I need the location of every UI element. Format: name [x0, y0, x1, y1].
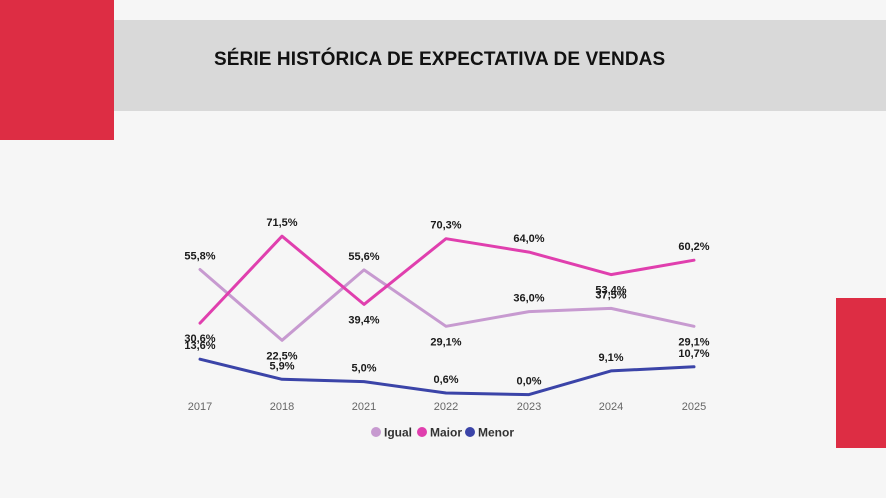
data-label-maior-2024: 53,4%: [595, 285, 626, 297]
data-label-menor-2018: 5,9%: [269, 360, 294, 372]
x-tick-2021: 2021: [352, 401, 376, 413]
data-label-maior-2022: 70,3%: [430, 220, 461, 232]
data-label-menor-2022: 0,6%: [433, 374, 458, 386]
x-tick-2017: 2017: [188, 401, 212, 413]
accent-block-bottom-right: [836, 298, 886, 448]
data-label-igual-2025: 29,1%: [678, 336, 709, 348]
data-label-igual-2018: 22,5%: [266, 350, 297, 362]
data-label-igual-2021: 55,6%: [348, 251, 379, 263]
series-lines: [198, 234, 696, 397]
series-line-maior: [198, 234, 696, 325]
data-label-menor-2025: 10,7%: [678, 348, 709, 360]
accent-block-top-left: [0, 0, 114, 140]
data-label-igual-2022: 29,1%: [430, 336, 461, 348]
data-label-maior-2023: 64,0%: [513, 233, 544, 245]
legend-label-menor: Menor: [478, 426, 514, 440]
chart-title: SÉRIE HISTÓRICA DE EXPECTATIVA DE VENDAS: [214, 49, 666, 70]
data-label-igual-2024: 37,5%: [595, 289, 626, 301]
data-label-igual-2023: 36,0%: [513, 293, 544, 305]
data-labels: 55,8% 22,5% 55,6% 29,1% 36,0% 37,5% 29,1% 30,6%…: [184, 217, 709, 387]
x-tick-2025: 2025: [682, 401, 706, 413]
x-tick-2024: 2024: [599, 401, 623, 413]
data-label-maior-2025: 60,2%: [678, 241, 709, 253]
x-tick-2022: 2022: [434, 401, 458, 413]
legend-label-igual: Igual: [384, 426, 412, 440]
data-label-menor-2024: 9,1%: [598, 352, 623, 364]
data-label-maior-2018: 71,5%: [266, 217, 297, 229]
data-label-menor-2021: 5,0%: [351, 363, 376, 375]
legend-label-maior: Maior: [430, 426, 462, 440]
data-label-maior-2017: 30,6%: [184, 333, 215, 345]
x-axis-ticks: 2017 2018 2021 2022 2023 2024 2025: [188, 401, 706, 413]
legend: Igual Maior Menor: [371, 426, 514, 440]
data-label-menor-2017: 13,6%: [184, 340, 215, 352]
legend-marker-maior: [417, 427, 427, 437]
title-band: [114, 20, 886, 111]
series-line-menor: [198, 357, 696, 397]
series-line-igual: [198, 268, 696, 342]
legend-marker-igual: [371, 427, 381, 437]
data-label-igual-2017: 55,8%: [184, 251, 215, 263]
x-tick-2023: 2023: [517, 401, 541, 413]
legend-marker-menor: [465, 427, 475, 437]
data-label-maior-2021: 39,4%: [348, 314, 379, 326]
data-label-menor-2023: 0,0%: [516, 376, 541, 388]
x-tick-2018: 2018: [270, 401, 294, 413]
